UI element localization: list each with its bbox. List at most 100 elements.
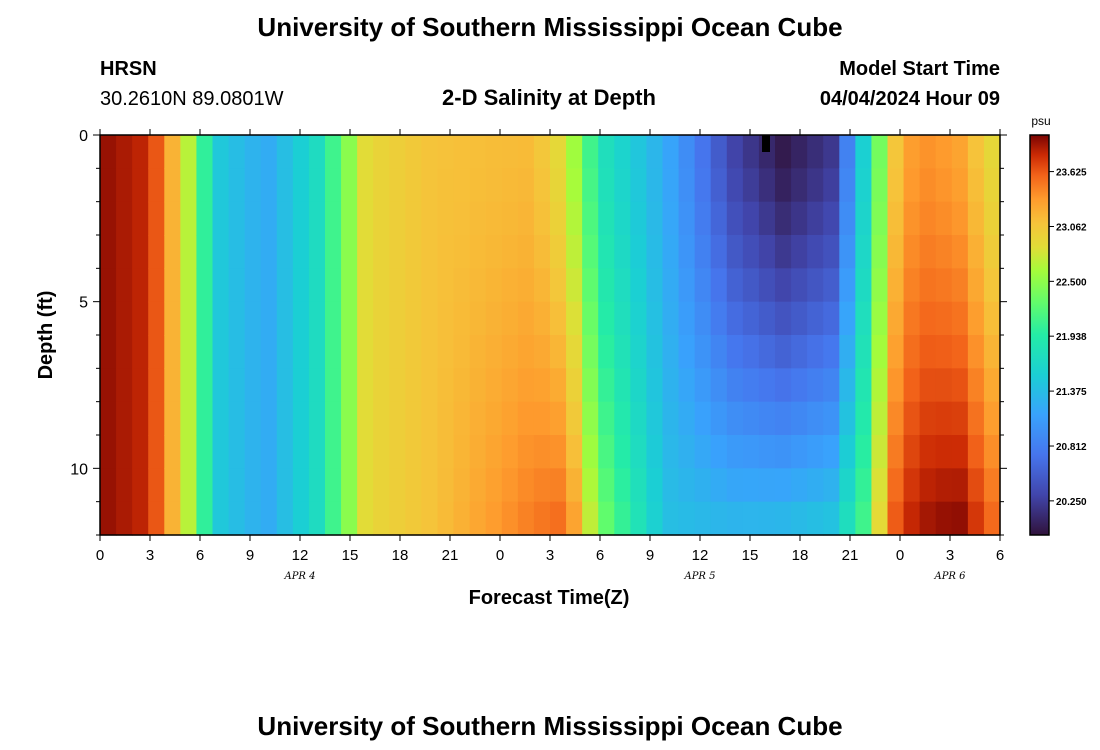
- heatmap-cell: [951, 235, 969, 269]
- heatmap-cell: [100, 501, 117, 536]
- heatmap-cell: [646, 201, 664, 236]
- heatmap-cell: [421, 368, 439, 403]
- heatmap-cell: [742, 468, 760, 503]
- heatmap-cell: [951, 335, 969, 369]
- heatmap-cell: [308, 201, 326, 236]
- heatmap-cell: [501, 235, 519, 269]
- heatmap-cell: [180, 335, 198, 369]
- heatmap-cell: [308, 168, 326, 203]
- heatmap-cell: [533, 135, 551, 169]
- heatmap-cell: [903, 301, 921, 336]
- heatmap-cell: [967, 301, 985, 336]
- heatmap-cell: [630, 335, 648, 369]
- heatmap-cell: [405, 268, 423, 303]
- heatmap-cell: [791, 368, 808, 403]
- heatmap-cell: [935, 301, 953, 336]
- heatmap-cell: [694, 335, 712, 369]
- heatmap-cell: [710, 168, 728, 203]
- heatmap-cell: [726, 501, 744, 536]
- heatmap-cell: [292, 168, 310, 203]
- heatmap-cell: [469, 135, 487, 169]
- heatmap-cell: [694, 201, 712, 236]
- heatmap-cell: [823, 235, 840, 269]
- heatmap-cell: [919, 468, 937, 503]
- heatmap-cell: [871, 235, 889, 269]
- heatmap-cell: [148, 268, 165, 303]
- heatmap-cell: [533, 368, 551, 403]
- heatmap-cell: [357, 435, 374, 469]
- heatmap-cell: [742, 301, 760, 336]
- heatmap-cell: [662, 135, 680, 169]
- heatmap-cell: [887, 268, 905, 303]
- heatmap-cell: [855, 168, 873, 203]
- heatmap-cell: [775, 135, 792, 169]
- heatmap-cell: [807, 201, 824, 236]
- heatmap-cell: [228, 335, 246, 369]
- heatmap-cell: [485, 468, 503, 503]
- heatmap-cell: [726, 268, 744, 303]
- heatmap-cell: [566, 368, 583, 403]
- heatmap-cell: [148, 401, 165, 436]
- heatmap-cell: [389, 468, 406, 503]
- heatmap-cell: [308, 468, 326, 503]
- heatmap-cell: [566, 135, 583, 169]
- heatmap-cell: [260, 301, 278, 336]
- heatmap-cell: [614, 235, 631, 269]
- heatmap-cell: [935, 401, 953, 436]
- heatmap-cell: [823, 468, 840, 503]
- heatmap-cell: [325, 335, 342, 369]
- heatmap-cell: [180, 368, 198, 403]
- heatmap-cell: [212, 501, 230, 536]
- x-tick-label: 21: [442, 547, 459, 564]
- heatmap-cell: [421, 268, 439, 303]
- heatmap-cell: [148, 135, 165, 169]
- heatmap-cell: [517, 435, 535, 469]
- heatmap-cell: [983, 301, 1001, 336]
- heatmap-cell: [983, 501, 1001, 536]
- heatmap-cell: [983, 335, 1001, 369]
- heatmap-cell: [807, 135, 824, 169]
- heatmap-cell: [823, 201, 840, 236]
- heatmap-cell: [694, 401, 712, 436]
- heatmap-cell: [871, 201, 889, 236]
- heatmap-cell: [341, 368, 358, 403]
- heatmap-cell: [276, 235, 294, 269]
- heatmap-cell: [967, 168, 985, 203]
- heatmap-cell: [100, 201, 117, 236]
- heatmap-cell: [469, 501, 487, 536]
- heatmap-cell: [775, 268, 792, 303]
- heatmap-cell: [839, 301, 856, 336]
- heatmap-cell: [357, 468, 374, 503]
- x-tick-label: 3: [946, 547, 954, 564]
- heatmap-cell: [887, 235, 905, 269]
- colorbar-tick-label: 22.500: [1056, 277, 1087, 288]
- heatmap-cell: [646, 501, 664, 536]
- heatmap-cell: [164, 301, 181, 336]
- heatmap-cell: [533, 335, 551, 369]
- heatmap-cell: [855, 368, 873, 403]
- heatmap-cell: [791, 435, 808, 469]
- heatmap-cell: [823, 168, 840, 203]
- heatmap-cell: [357, 168, 374, 203]
- heatmap-cell: [582, 501, 599, 536]
- heatmap-cell: [196, 468, 214, 503]
- heatmap-cell: [839, 335, 856, 369]
- heatmap-cell: [276, 401, 294, 436]
- heatmap-cell: [341, 135, 358, 169]
- heatmap-cell: [694, 368, 712, 403]
- heatmap-cell: [726, 468, 744, 503]
- heatmap-cell: [533, 435, 551, 469]
- heatmap-cell: [437, 168, 455, 203]
- heatmap-cell: [710, 468, 728, 503]
- heatmap-cell: [341, 301, 358, 336]
- heatmap-cell: [935, 135, 953, 169]
- heatmap-cell: [196, 501, 214, 536]
- heatmap-cell: [951, 168, 969, 203]
- heatmap-cell: [196, 268, 214, 303]
- heatmap-cell: [614, 201, 631, 236]
- heatmap-cell: [421, 335, 439, 369]
- heatmap-cell: [887, 168, 905, 203]
- heatmap-cell: [919, 435, 937, 469]
- heatmap-cell: [775, 468, 792, 503]
- heatmap-cell: [517, 201, 535, 236]
